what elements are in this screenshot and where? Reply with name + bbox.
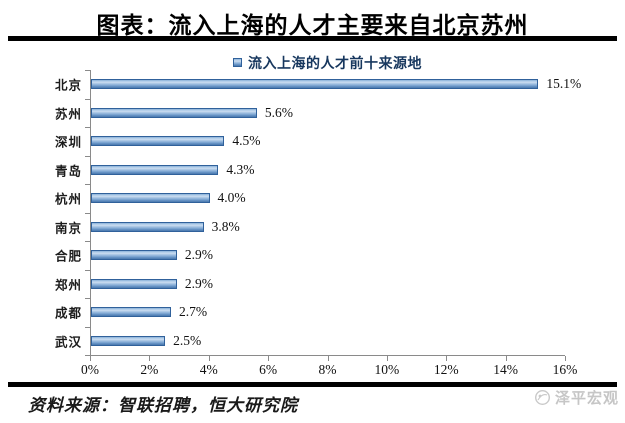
page-title: 图表：流入上海的人才主要来自北京苏州 [96, 13, 529, 38]
y-axis-tick [85, 269, 91, 271]
bar [91, 335, 166, 346]
chart-row-武汉: 武汉 2.5% [55, 327, 565, 356]
category-label: 成都 [54, 306, 82, 321]
category-label: 杭州 [54, 192, 82, 207]
legend-label: 流入上海的人才前十来源地 [248, 55, 422, 71]
chart-row-成都: 成都 2.7% [55, 298, 565, 327]
x-axis-tick [386, 356, 388, 361]
bar-value-label: 2.7% [178, 304, 208, 320]
bar-value-label: 4.3% [226, 161, 255, 177]
x-axis-tick [208, 356, 210, 361]
bar-value-label: 2.9% [184, 275, 214, 291]
x-axis-tick-label: 6% [259, 362, 278, 377]
chart-legend: 流入上海的人才前十来源地 [90, 53, 565, 73]
chart-row-郑州: 郑州 2.9% [55, 270, 565, 299]
bar-value-label: 2.9% [184, 247, 214, 263]
y-axis-tick [85, 212, 91, 214]
bar-value-label: 4.0% [217, 190, 246, 206]
x-axis-tick [268, 356, 270, 361]
category-label: 合肥 [54, 249, 82, 264]
y-axis-tick [85, 326, 91, 328]
x-axis-tick-label: 4% [199, 362, 218, 377]
y-axis-tick [85, 70, 91, 71]
category-label: 苏州 [54, 107, 82, 122]
y-axis-tick [85, 155, 91, 157]
x-axis: 0% 2% 4% 6% 8% 10% 12% 14% 16% [81, 355, 577, 379]
x-axis-tick [90, 356, 91, 361]
bar-value-label: 15.1% [546, 76, 582, 92]
y-axis-tick [85, 184, 91, 185]
bar [91, 193, 210, 204]
chart-row-南京: 南京 3.8% [55, 213, 565, 242]
category-label: 郑州 [54, 278, 82, 293]
chart-row-北京: 北京 15.1% [55, 70, 581, 99]
x-axis-tick [505, 356, 507, 361]
bar [91, 250, 177, 261]
chart-row-合肥: 合肥 2.9% [55, 241, 565, 270]
x-axis-tick-label: 2% [140, 362, 159, 377]
watermark-logo-icon [534, 389, 551, 406]
category-label: 南京 [54, 221, 82, 236]
y-axis-tick [85, 298, 91, 299]
bar-value-label: 2.5% [173, 332, 202, 348]
x-axis-tick [149, 356, 151, 361]
x-axis-tick [446, 356, 448, 361]
category-label: 深圳 [54, 135, 82, 150]
x-axis-tick-label: 8% [318, 362, 337, 377]
legend-swatch-icon [233, 57, 242, 67]
bar [91, 107, 257, 118]
bar [91, 136, 225, 147]
bar [91, 79, 539, 90]
watermark-text: 泽平宏观 [554, 390, 619, 407]
bar-value-label: 3.8% [211, 218, 240, 234]
bar [91, 164, 219, 175]
x-axis-tick-label: 14% [493, 362, 518, 377]
x-axis-tick-label: 10% [374, 362, 400, 377]
x-axis-tick-label: 12% [433, 362, 459, 377]
y-axis-tick [85, 241, 91, 242]
x-axis-tick-label: 0% [81, 362, 99, 377]
bar [91, 278, 177, 289]
bar-value-label: 5.6% [264, 104, 294, 120]
bar-value-label: 4.5% [232, 133, 261, 149]
bar [91, 307, 171, 318]
chart-row-深圳: 深圳 4.5% [55, 127, 565, 156]
chart-row-青岛: 青岛 4.3% [55, 156, 565, 185]
category-label: 武汉 [54, 335, 82, 350]
y-axis-tick [85, 355, 91, 356]
y-axis-tick [85, 98, 91, 100]
category-label: 青岛 [54, 164, 82, 179]
plot-area: 北京 15.1% 苏州 5.6% 深圳 4.5% 青岛 4.3% 杭州 4.0% 南京 3.8% 合肥 2… [55, 70, 581, 356]
y-axis-tick [85, 127, 91, 128]
chart-row-杭州: 杭州 4.0% [55, 184, 565, 213]
footer-divider [8, 382, 617, 387]
chart-row-苏州: 苏州 5.6% [55, 99, 565, 128]
watermark: 泽平宏观 [534, 387, 619, 408]
category-label: 北京 [54, 78, 82, 93]
source-note: 资料来源：智联招聘，恒大研究院 [28, 396, 298, 415]
x-axis-tick [565, 356, 566, 361]
title-divider [8, 36, 617, 41]
x-axis-tick-label: 16% [552, 362, 578, 377]
x-axis-tick [327, 356, 329, 361]
bar [91, 221, 204, 232]
